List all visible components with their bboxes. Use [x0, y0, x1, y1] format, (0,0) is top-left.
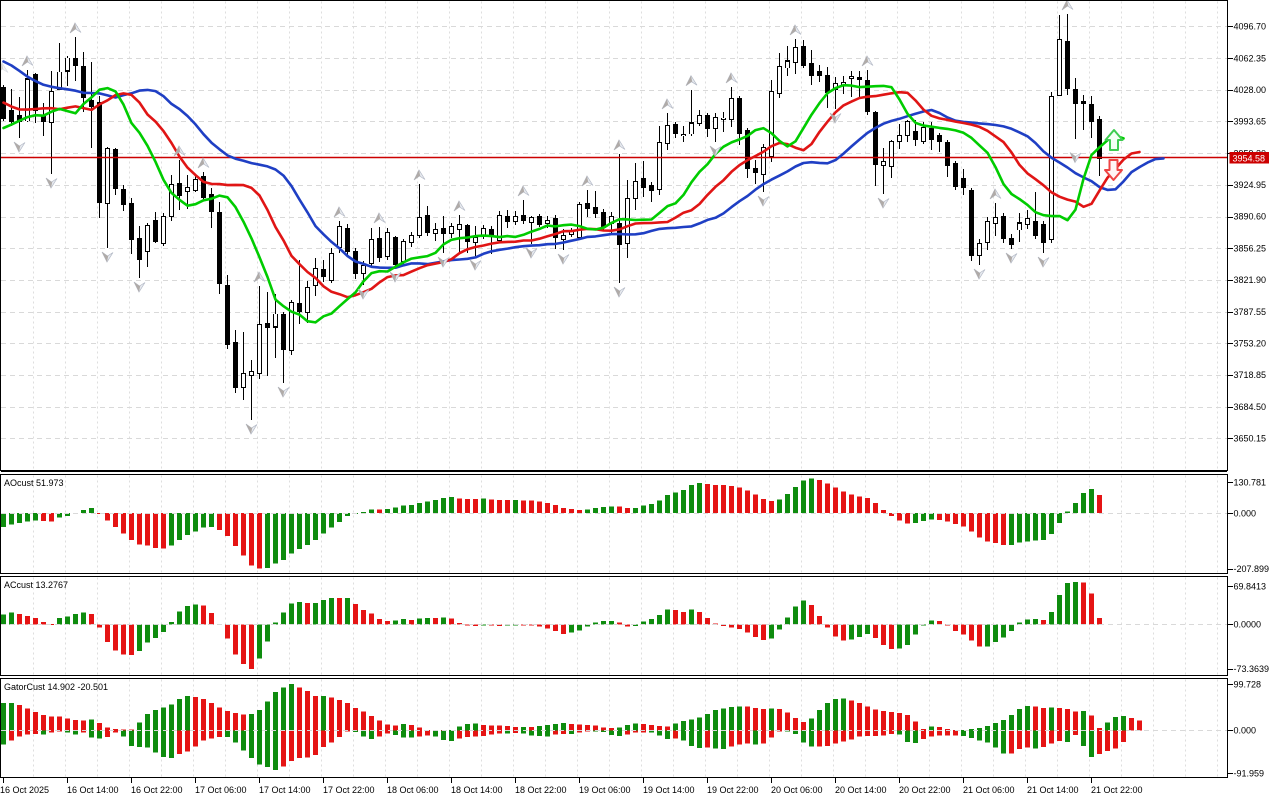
svg-text:-207.899: -207.899	[1234, 564, 1270, 574]
svg-text:3650.15: 3650.15	[1234, 434, 1267, 444]
svg-text:3890.60: 3890.60	[1234, 212, 1267, 222]
svg-text:0.000: 0.000	[1234, 508, 1257, 518]
svg-text:3856.25: 3856.25	[1234, 243, 1267, 253]
svg-text:3954.58: 3954.58	[1233, 153, 1266, 163]
svg-text:19 Oct 14:00: 19 Oct 14:00	[643, 785, 695, 795]
svg-text:16 Oct 22:00: 16 Oct 22:00	[131, 785, 183, 795]
svg-text:19 Oct 22:00: 19 Oct 22:00	[707, 785, 759, 795]
svg-text:17 Oct 14:00: 17 Oct 14:00	[259, 785, 311, 795]
svg-text:21 Oct 22:00: 21 Oct 22:00	[1091, 785, 1143, 795]
svg-text:-73.3639: -73.3639	[1234, 664, 1270, 674]
svg-text:20 Oct 22:00: 20 Oct 22:00	[899, 785, 951, 795]
svg-text:-91.959: -91.959	[1234, 769, 1265, 779]
svg-text:3684.50: 3684.50	[1234, 402, 1267, 412]
svg-text:4096.70: 4096.70	[1234, 22, 1267, 32]
svg-text:3718.85: 3718.85	[1234, 370, 1267, 380]
svg-text:3924.95: 3924.95	[1234, 180, 1267, 190]
svg-text:3821.90: 3821.90	[1234, 275, 1267, 285]
svg-text:4062.35: 4062.35	[1234, 53, 1267, 63]
svg-text:130.781: 130.781	[1234, 478, 1267, 488]
svg-text:3787.55: 3787.55	[1234, 307, 1267, 317]
svg-text:69.8413: 69.8413	[1234, 582, 1267, 592]
svg-text:18 Oct 14:00: 18 Oct 14:00	[451, 785, 503, 795]
svg-text:17 Oct 22:00: 17 Oct 22:00	[323, 785, 375, 795]
svg-text:20 Oct 06:00: 20 Oct 06:00	[771, 785, 823, 795]
svg-text:21 Oct 06:00: 21 Oct 06:00	[963, 785, 1015, 795]
svg-text:3993.65: 3993.65	[1234, 117, 1267, 127]
svg-text:3753.20: 3753.20	[1234, 339, 1267, 349]
svg-text:17 Oct 06:00: 17 Oct 06:00	[195, 785, 247, 795]
svg-text:21 Oct 14:00: 21 Oct 14:00	[1027, 785, 1079, 795]
svg-text:99.728: 99.728	[1234, 679, 1262, 689]
svg-text:ACcust 13.2767: ACcust 13.2767	[4, 580, 68, 590]
svg-text:20 Oct 14:00: 20 Oct 14:00	[835, 785, 887, 795]
svg-text:0.000: 0.000	[1234, 726, 1257, 736]
svg-text:18 Oct 22:00: 18 Oct 22:00	[515, 785, 567, 795]
svg-text:16 Oct 14:00: 16 Oct 14:00	[67, 785, 119, 795]
svg-text:19 Oct 06:00: 19 Oct 06:00	[579, 785, 631, 795]
svg-text:18 Oct 06:00: 18 Oct 06:00	[387, 785, 439, 795]
svg-text:0.0000: 0.0000	[1234, 620, 1262, 630]
svg-text:4028.00: 4028.00	[1234, 85, 1267, 95]
svg-text:AOcust 51.973: AOcust 51.973	[4, 478, 64, 488]
svg-text:16 Oct 2025: 16 Oct 2025	[0, 785, 49, 795]
svg-text:GatorCust 14.902 -20.501: GatorCust 14.902 -20.501	[4, 682, 108, 692]
